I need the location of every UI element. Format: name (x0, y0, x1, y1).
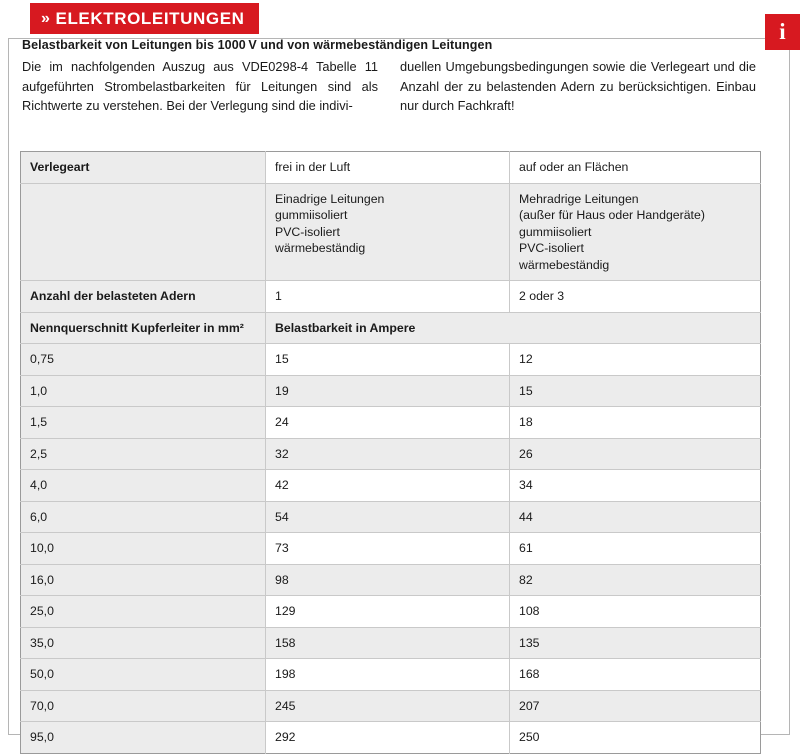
header-cell-conductor-count-on-surface: 2 oder 3 (509, 280, 761, 313)
table-header-row-conductor-count: Anzahl der belasteten Adern 1 2 oder 3 (20, 280, 761, 313)
table-header-row-description: Einadrige Leitungen gummiisoliert PVC-is… (20, 183, 761, 281)
ampacity-table: Verlegeart frei in der Luft auf oder an … (20, 151, 761, 754)
category-banner: » ELEKTROLEITUNGEN (30, 3, 259, 34)
cell-cross-section: 16,0 (20, 564, 266, 596)
cell-cross-section: 1,5 (20, 406, 266, 439)
table-row: 50,0 198 168 (20, 658, 761, 691)
table-header-row-unit: Nennquerschnitt Kupferleiter in mm² Bela… (20, 312, 761, 344)
header-cell-conductor-count-free-air: 1 (265, 280, 510, 313)
category-banner-label: ELEKTROLEITUNGEN (55, 8, 245, 28)
cell-on-surface-ampacity: 135 (509, 627, 761, 659)
table-row: 1,5 24 18 (20, 406, 761, 439)
info-icon[interactable]: i (765, 14, 800, 50)
table-row: 2,5 32 26 (20, 438, 761, 470)
intro-column-left: Die im nachfolgenden Auszug aus VDE0298-… (22, 57, 378, 116)
cell-cross-section: 1,0 (20, 375, 266, 407)
cell-cross-section: 50,0 (20, 658, 266, 691)
table-row: 1,0 19 15 (20, 375, 761, 407)
table-row: 95,0 292 250 (20, 721, 761, 753)
cell-free-air-ampacity: 42 (265, 469, 510, 502)
header-desc-on-surface: Mehradrige Leitungen (außer für Haus ode… (509, 183, 761, 281)
cell-cross-section: 95,0 (20, 721, 266, 753)
cell-cross-section: 10,0 (20, 532, 266, 565)
cell-free-air-ampacity: 19 (265, 375, 510, 407)
cell-free-air-ampacity: 292 (265, 721, 510, 753)
cell-on-surface-ampacity: 44 (509, 501, 761, 533)
cell-cross-section: 6,0 (20, 501, 266, 533)
intro-paragraph-right: duellen Umgebungsbedingungen sowie die V… (400, 59, 756, 113)
header-cell-conductor-count-label: Anzahl der belasteten Adern (20, 280, 266, 313)
header-cell-free-air: frei in der Luft (265, 151, 510, 184)
table-row: 25,0 129 108 (20, 595, 761, 628)
cell-free-air-ampacity: 98 (265, 564, 510, 596)
cell-on-surface-ampacity: 108 (509, 595, 761, 628)
header-desc-free-air: Einadrige Leitungen gummiisoliert PVC-is… (265, 183, 510, 281)
intro-columns: Die im nachfolgenden Auszug aus VDE0298-… (22, 57, 762, 116)
cell-on-surface-ampacity: 61 (509, 532, 761, 565)
cell-on-surface-ampacity: 82 (509, 564, 761, 596)
table-row: 0,75 15 12 (20, 343, 761, 376)
header-cell-on-surface: auf oder an Flächen (509, 151, 761, 184)
intro-title: Belastbarkeit von Leitungen bis 1000 V u… (22, 38, 493, 52)
table-body: Verlegeart frei in der Luft auf oder an … (20, 151, 761, 753)
cell-cross-section: 2,5 (20, 438, 266, 470)
intro-paragraph-left: Die im nachfolgenden Auszug aus VDE0298-… (22, 59, 378, 113)
table-row: 10,0 73 61 (20, 532, 761, 565)
cell-free-air-ampacity: 245 (265, 690, 510, 722)
table-header-row-verlegeart: Verlegeart frei in der Luft auf oder an … (20, 151, 761, 184)
info-icon-glyph: i (779, 19, 786, 44)
intro-section: Belastbarkeit von Leitungen bis 1000 V u… (22, 38, 762, 116)
cell-on-surface-ampacity: 15 (509, 375, 761, 407)
cell-on-surface-ampacity: 250 (509, 721, 761, 753)
cell-free-air-ampacity: 54 (265, 501, 510, 533)
header-cell-ampacity-label: Belastbarkeit in Ampere (265, 312, 761, 344)
header-cell-verlegeart: Verlegeart (20, 151, 266, 184)
header-cell-cross-section-label: Nennquerschnitt Kupferleiter in mm² (20, 312, 266, 344)
table-row: 4,0 42 34 (20, 469, 761, 502)
cell-free-air-ampacity: 15 (265, 343, 510, 376)
cell-cross-section: 0,75 (20, 343, 266, 376)
table-row: 70,0 245 207 (20, 690, 761, 722)
intro-column-right: duellen Umgebungsbedingungen sowie die V… (400, 57, 756, 116)
cell-free-air-ampacity: 32 (265, 438, 510, 470)
double-chevron-right-icon: » (41, 9, 51, 27)
cell-cross-section: 25,0 (20, 595, 266, 628)
cell-on-surface-ampacity: 18 (509, 406, 761, 439)
cell-free-air-ampacity: 158 (265, 627, 510, 659)
table-row: 16,0 98 82 (20, 564, 761, 596)
cell-on-surface-ampacity: 34 (509, 469, 761, 502)
header-cell-empty (20, 183, 266, 281)
cell-free-air-ampacity: 129 (265, 595, 510, 628)
cell-on-surface-ampacity: 168 (509, 658, 761, 691)
cell-on-surface-ampacity: 207 (509, 690, 761, 722)
cell-free-air-ampacity: 24 (265, 406, 510, 439)
cell-on-surface-ampacity: 12 (509, 343, 761, 376)
cell-cross-section: 35,0 (20, 627, 266, 659)
cell-free-air-ampacity: 198 (265, 658, 510, 691)
cell-cross-section: 70,0 (20, 690, 266, 722)
cell-cross-section: 4,0 (20, 469, 266, 502)
cell-free-air-ampacity: 73 (265, 532, 510, 565)
cell-on-surface-ampacity: 26 (509, 438, 761, 470)
table-row: 6,0 54 44 (20, 501, 761, 533)
table-row: 35,0 158 135 (20, 627, 761, 659)
